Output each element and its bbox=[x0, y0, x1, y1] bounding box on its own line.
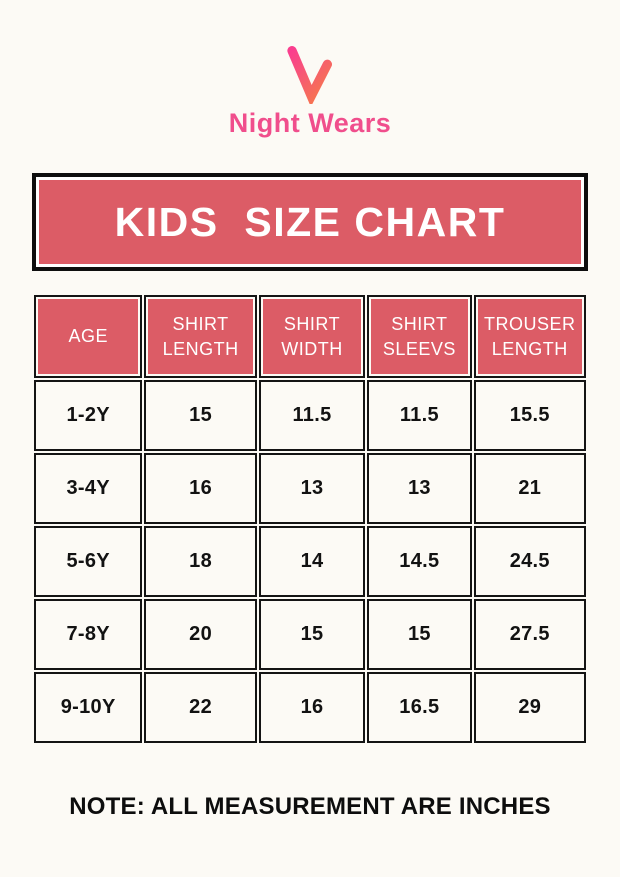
column-header-trouser-length-label: TROUSER LENGTH bbox=[477, 299, 582, 374]
column-header-shirt-width-label: SHIRT WIDTH bbox=[262, 299, 362, 374]
table-row: 5-6Y 18 14 14.5 24.5 bbox=[34, 526, 586, 597]
shirt-length-cell: 16 bbox=[144, 453, 257, 524]
column-header-shirt-sleeves-label: SHIRT SLEEVS bbox=[371, 299, 468, 374]
age-cell: 7-8Y bbox=[34, 599, 143, 670]
brand-header: Night Wears bbox=[0, 0, 620, 139]
column-header-shirt-sleeves: SHIRT SLEEVS bbox=[367, 295, 472, 378]
shirt-sleeves-cell: 15 bbox=[367, 599, 472, 670]
column-header-age-label: AGE bbox=[38, 299, 139, 374]
table-row: 9-10Y 22 16 16.5 29 bbox=[34, 672, 586, 743]
age-cell: 3-4Y bbox=[34, 453, 143, 524]
shirt-width-cell: 15 bbox=[258, 599, 366, 670]
shirt-sleeves-cell: 11.5 bbox=[367, 380, 472, 451]
shirt-width-cell: 14 bbox=[258, 526, 366, 597]
column-header-shirt-width: SHIRT WIDTH bbox=[258, 295, 366, 378]
shirt-length-cell: 20 bbox=[144, 599, 257, 670]
table-header-row: AGE SHIRT LENGTH SHIRT WIDTH SHIRT SLEEV… bbox=[34, 295, 586, 378]
trouser-length-cell: 15.5 bbox=[473, 380, 586, 451]
column-header-shirt-length-label: SHIRT LENGTH bbox=[148, 299, 253, 374]
brand-logo-icon bbox=[287, 45, 333, 104]
column-header-age: AGE bbox=[34, 295, 143, 378]
page-title: KIDS SIZE CHART bbox=[114, 198, 506, 245]
trouser-length-cell: 27.5 bbox=[473, 599, 586, 670]
size-table: AGE SHIRT LENGTH SHIRT WIDTH SHIRT SLEEV… bbox=[32, 293, 588, 745]
trouser-length-cell: 29 bbox=[473, 672, 586, 743]
chart-title-banner-fill: KIDS SIZE CHART bbox=[39, 180, 581, 264]
shirt-length-cell: 18 bbox=[144, 526, 257, 597]
shirt-width-cell: 11.5 bbox=[258, 380, 366, 451]
trouser-length-cell: 21 bbox=[473, 453, 586, 524]
shirt-width-cell: 16 bbox=[258, 672, 366, 743]
age-cell: 9-10Y bbox=[34, 672, 143, 743]
shirt-sleeves-cell: 16.5 bbox=[367, 672, 472, 743]
measurement-note: NOTE: ALL MEASUREMENT ARE INCHES bbox=[69, 793, 551, 820]
column-header-trouser-length: TROUSER LENGTH bbox=[473, 295, 586, 378]
shirt-length-cell: 15 bbox=[144, 380, 257, 451]
brand-name: Night Wears bbox=[228, 108, 392, 138]
age-cell: 5-6Y bbox=[34, 526, 143, 597]
shirt-sleeves-cell: 13 bbox=[367, 453, 472, 524]
table-row: 3-4Y 16 13 13 21 bbox=[34, 453, 586, 524]
shirt-sleeves-cell: 14.5 bbox=[367, 526, 472, 597]
table-row: 7-8Y 20 15 15 27.5 bbox=[34, 599, 586, 670]
column-header-shirt-length: SHIRT LENGTH bbox=[144, 295, 257, 378]
trouser-length-cell: 24.5 bbox=[473, 526, 586, 597]
chart-title-banner: KIDS SIZE CHART bbox=[32, 173, 588, 271]
table-row: 1-2Y 15 11.5 11.5 15.5 bbox=[34, 380, 586, 451]
age-cell: 1-2Y bbox=[34, 380, 143, 451]
shirt-width-cell: 13 bbox=[258, 453, 366, 524]
shirt-length-cell: 22 bbox=[144, 672, 257, 743]
